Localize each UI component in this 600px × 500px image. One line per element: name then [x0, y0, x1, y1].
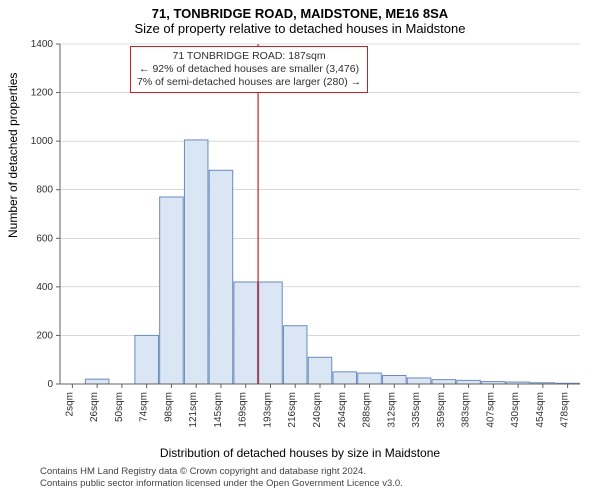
svg-text:264sqm: 264sqm	[337, 392, 348, 428]
svg-text:74sqm: 74sqm	[139, 392, 150, 422]
svg-text:400: 400	[36, 282, 53, 293]
svg-text:407sqm: 407sqm	[485, 392, 496, 428]
svg-text:1000: 1000	[31, 136, 54, 147]
svg-text:50sqm: 50sqm	[114, 392, 125, 422]
svg-text:383sqm: 383sqm	[461, 392, 472, 428]
footer-line2: Contains public sector information licen…	[40, 478, 588, 490]
svg-text:1400: 1400	[31, 39, 54, 50]
svg-text:359sqm: 359sqm	[436, 392, 447, 428]
svg-text:2sqm: 2sqm	[64, 392, 75, 416]
svg-text:600: 600	[36, 233, 53, 244]
svg-text:454sqm: 454sqm	[535, 392, 546, 428]
chart-title-address: 71, TONBRIDGE ROAD, MAIDSTONE, ME16 8SA	[0, 0, 600, 21]
footer-attribution: Contains HM Land Registry data © Crown c…	[0, 460, 600, 490]
svg-text:0: 0	[47, 379, 53, 390]
svg-text:335sqm: 335sqm	[411, 392, 422, 428]
svg-text:200: 200	[36, 330, 53, 341]
svg-text:288sqm: 288sqm	[362, 392, 373, 428]
svg-text:216sqm: 216sqm	[287, 392, 298, 428]
svg-text:430sqm: 430sqm	[510, 392, 521, 428]
property-annotation-box: 71 TONBRIDGE ROAD: 187sqm ← 92% of detac…	[130, 46, 368, 93]
svg-text:121sqm: 121sqm	[188, 392, 199, 428]
annotation-line-larger: 7% of semi-detached houses are larger (2…	[137, 76, 361, 89]
chart-subtitle: Size of property relative to detached ho…	[0, 21, 600, 38]
svg-text:478sqm: 478sqm	[560, 392, 571, 428]
histogram-chart: 0 200 400 600 800 1000 1200 1400 2sqm 26sqm 50sqm 7…	[0, 38, 600, 438]
x-axis-label: Distribution of detached houses by size …	[0, 446, 600, 460]
svg-text:169sqm: 169sqm	[238, 392, 249, 428]
svg-text:26sqm: 26sqm	[89, 392, 100, 422]
y-axis-label: Number of detached properties	[6, 73, 20, 238]
svg-text:98sqm: 98sqm	[163, 392, 174, 422]
footer-line1: Contains HM Land Registry data © Crown c…	[40, 466, 588, 478]
annotation-line-property: 71 TONBRIDGE ROAD: 187sqm	[137, 50, 361, 63]
chart-container: Number of detached properties 0 200 400 600…	[0, 38, 600, 448]
svg-text:312sqm: 312sqm	[386, 392, 397, 428]
svg-text:800: 800	[36, 185, 53, 196]
svg-text:240sqm: 240sqm	[312, 392, 323, 428]
svg-text:193sqm: 193sqm	[262, 392, 273, 428]
svg-text:145sqm: 145sqm	[213, 392, 224, 428]
svg-text:1200: 1200	[31, 88, 54, 99]
annotation-line-smaller: ← 92% of detached houses are smaller (3,…	[137, 63, 361, 76]
